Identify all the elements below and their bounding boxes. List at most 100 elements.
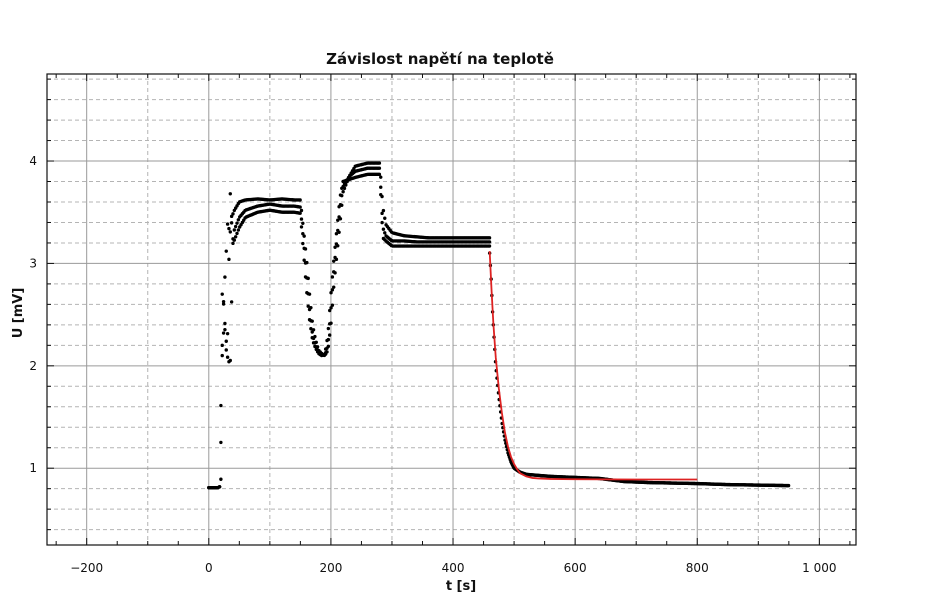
chart-title: Závislost napětí na teplotě bbox=[326, 50, 554, 68]
data-point bbox=[383, 216, 387, 220]
data-point bbox=[334, 232, 339, 236]
data-point bbox=[327, 333, 332, 337]
fit-curve-group bbox=[488, 251, 698, 481]
x-tick-label: 200 bbox=[319, 561, 342, 575]
data-point bbox=[322, 353, 327, 357]
data-point bbox=[303, 275, 308, 279]
x-tick-label: 400 bbox=[442, 561, 465, 575]
data-point bbox=[220, 343, 224, 348]
data-point bbox=[332, 259, 336, 263]
data-point bbox=[224, 348, 228, 352]
data-point bbox=[487, 240, 492, 244]
y-axis-label: U [mV] bbox=[11, 288, 26, 339]
data-point bbox=[337, 205, 341, 209]
data-point bbox=[487, 244, 492, 248]
x-tick-label: 1 000 bbox=[802, 561, 836, 575]
data-point bbox=[311, 341, 316, 345]
data-point bbox=[217, 485, 222, 489]
data-point bbox=[232, 238, 237, 242]
data-point bbox=[227, 226, 231, 231]
data-point bbox=[219, 403, 223, 408]
data-point bbox=[229, 300, 234, 304]
data-point bbox=[377, 161, 382, 165]
data-point bbox=[299, 217, 304, 221]
data-point bbox=[341, 190, 345, 194]
data-point bbox=[220, 292, 224, 296]
data-point bbox=[233, 224, 238, 229]
data-point bbox=[219, 477, 223, 481]
axis-ticks bbox=[47, 74, 856, 545]
data-point bbox=[307, 307, 312, 312]
data-point bbox=[301, 221, 305, 225]
x-tick-label: 600 bbox=[564, 561, 587, 575]
data-point bbox=[310, 330, 314, 334]
data-point bbox=[221, 331, 226, 335]
data-point bbox=[233, 235, 238, 239]
data-point bbox=[323, 347, 328, 351]
data-point bbox=[333, 255, 337, 260]
x-axis-label: t [s] bbox=[446, 579, 476, 594]
x-tick-label: 800 bbox=[686, 561, 709, 575]
data-point bbox=[223, 321, 227, 326]
y-tick-label: 2 bbox=[29, 359, 37, 373]
data-point bbox=[298, 198, 302, 202]
data-point bbox=[302, 258, 306, 262]
data-point bbox=[379, 175, 383, 179]
data-point bbox=[380, 211, 384, 216]
data-point bbox=[377, 172, 382, 177]
data-point bbox=[229, 221, 234, 225]
data-point bbox=[336, 218, 340, 222]
data-point bbox=[232, 228, 237, 232]
data-point bbox=[380, 220, 384, 225]
data-point bbox=[326, 326, 331, 331]
data-point bbox=[336, 228, 340, 233]
data-point bbox=[310, 336, 314, 340]
data-point bbox=[298, 205, 302, 209]
data-point bbox=[332, 285, 336, 289]
data-point bbox=[228, 230, 232, 234]
data-point bbox=[306, 304, 310, 308]
data-point bbox=[330, 303, 335, 307]
data-point bbox=[301, 241, 305, 246]
data-point bbox=[327, 308, 332, 313]
x-tick-label: 0 bbox=[205, 561, 213, 575]
data-point bbox=[235, 221, 239, 225]
data-point bbox=[228, 192, 232, 196]
data-point bbox=[299, 225, 304, 229]
data-point bbox=[224, 249, 228, 253]
data-point bbox=[334, 242, 339, 246]
data-point bbox=[327, 322, 332, 326]
data-point bbox=[786, 483, 791, 488]
grid-major bbox=[47, 74, 856, 545]
data-point bbox=[377, 166, 382, 170]
data-point bbox=[303, 261, 308, 265]
data-point bbox=[379, 192, 383, 197]
data-point bbox=[221, 302, 226, 306]
data-point bbox=[225, 222, 230, 226]
data-point bbox=[307, 318, 312, 322]
data-point bbox=[228, 358, 232, 363]
data-point bbox=[301, 232, 305, 236]
data-point bbox=[236, 228, 241, 232]
data-point bbox=[381, 208, 386, 213]
data-point bbox=[330, 288, 335, 292]
data-point bbox=[219, 440, 223, 445]
data-point bbox=[224, 339, 228, 343]
y-tick-label: 1 bbox=[29, 461, 37, 475]
data-point bbox=[487, 236, 492, 240]
data-point bbox=[220, 353, 224, 358]
data-point bbox=[236, 218, 241, 222]
fit-curve bbox=[488, 251, 698, 481]
tick-labels: −200 0 200 400 600 800 1 000 1 2 3 4 bbox=[29, 154, 836, 575]
data-point bbox=[235, 231, 239, 236]
y-tick-label: 3 bbox=[29, 256, 37, 270]
x-tick-label: −200 bbox=[70, 561, 103, 575]
data-point bbox=[383, 231, 387, 235]
data-point bbox=[313, 344, 317, 349]
data-point bbox=[309, 327, 313, 331]
data-point bbox=[225, 355, 230, 359]
data-point bbox=[302, 246, 306, 251]
data-point bbox=[305, 291, 309, 295]
